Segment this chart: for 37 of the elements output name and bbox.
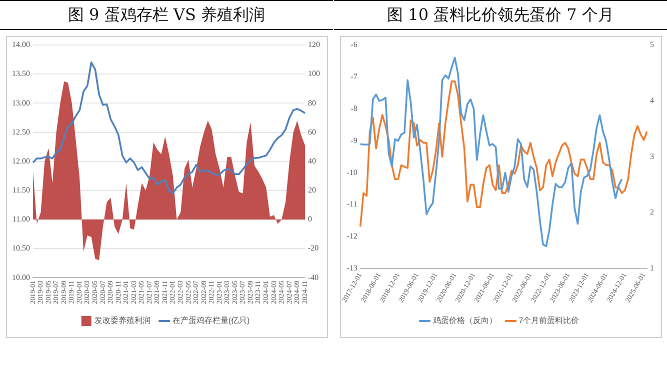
y-tick-label: -10	[346, 168, 358, 177]
chart-title: 图 10 蛋料比价领先蛋价 7 个月	[334, 0, 667, 30]
y-tick-label: 10.50	[12, 244, 30, 253]
y2-tick-label: 2	[650, 208, 654, 217]
y-tick-label: -13	[346, 264, 358, 273]
y2-tick-label: 20	[308, 186, 316, 195]
y-tick-label: 12.50	[12, 127, 30, 136]
y-tick-label: 13.00	[12, 98, 30, 108]
y-tick-label: 13.50	[12, 69, 30, 78]
y-tick-label: 11.50	[12, 186, 30, 195]
y-tick-label: -6	[350, 40, 358, 50]
y2-tick-label: 40	[308, 156, 316, 166]
y-tick-label: -11	[346, 200, 358, 209]
y-tick-label: 14.00	[12, 40, 30, 50]
y-tick-label: -9	[350, 136, 358, 145]
y2-tick-label: 4	[650, 96, 654, 105]
y2-tick-label: 3	[650, 152, 654, 161]
y2-tick-label: 80	[308, 98, 316, 108]
y2-tick-label: -40	[308, 272, 319, 282]
y2-tick-label: 60	[308, 127, 316, 136]
y2-tick-label: 1	[650, 264, 654, 273]
y2-tick-label: 120	[308, 40, 320, 50]
chart-title: 图 9 蛋鸡存栏 VS 养殖利润	[0, 0, 333, 30]
y2-tick-label: 5	[650, 40, 654, 50]
y-tick-label: -8	[350, 104, 358, 113]
y2-tick-label: 100	[308, 69, 320, 78]
y-tick-label: -12	[346, 232, 358, 241]
y-tick-label: 11.00	[12, 214, 30, 224]
y2-tick-label: -20	[308, 244, 319, 253]
y2-tick-label: 0	[308, 214, 312, 224]
y-tick-label: -7	[350, 72, 358, 82]
y-tick-label: 10.00	[12, 272, 30, 282]
legend-label: 7个月前蛋料比价	[518, 316, 580, 326]
legend-label: 在产蛋鸡存栏量(亿只)	[172, 316, 250, 326]
legend-label: 鸡蛋价格（反向）	[432, 316, 497, 326]
legend-label: 发改委养殖利润	[94, 316, 150, 326]
y-tick-label: 12.00	[12, 156, 30, 166]
